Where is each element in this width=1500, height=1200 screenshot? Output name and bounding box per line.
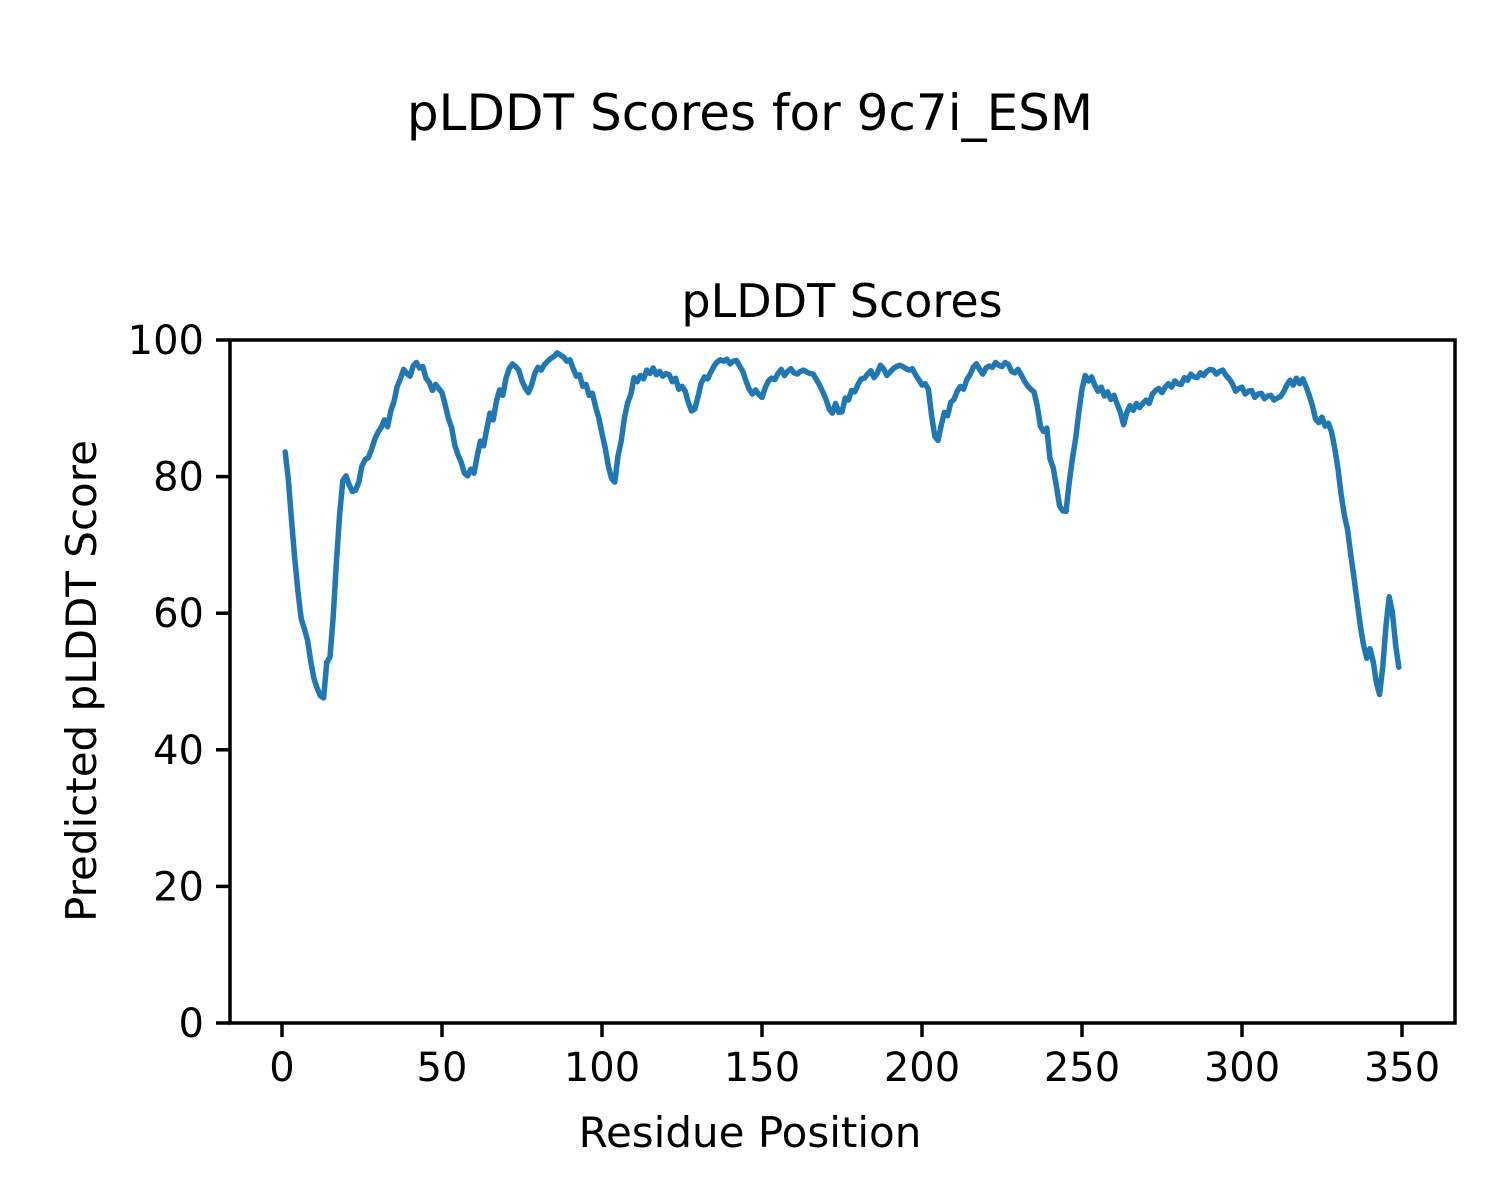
axes-frame	[228, 338, 1457, 1025]
y-axis-label: Predicted pLDDT Score	[57, 440, 106, 922]
y-tick-label: 80	[153, 455, 204, 501]
x-tick-label: 250	[1044, 1045, 1120, 1091]
x-tick-label: 300	[1204, 1045, 1280, 1091]
y-tick-label: 60	[153, 591, 204, 637]
axes-title: pLDDT Scores	[681, 274, 1003, 328]
y-tick-label: 40	[153, 728, 204, 774]
y-tick-label: 0	[179, 1001, 204, 1047]
x-axis-label: Residue Position	[578, 1108, 922, 1157]
x-tick-label: 350	[1364, 1045, 1440, 1091]
x-tick-label: 200	[884, 1045, 960, 1091]
x-tick-label: 0	[269, 1045, 294, 1091]
x-tick-label: 150	[724, 1045, 800, 1091]
y-tick-label: 20	[153, 864, 204, 910]
plddt-line	[282, 350, 1402, 701]
y-tick-label: 100	[128, 318, 204, 364]
x-tick-label: 100	[564, 1045, 640, 1091]
figure-title: pLDDT Scores for 9c7i_ESM	[406, 84, 1094, 142]
x-tick-label: 50	[417, 1045, 468, 1091]
